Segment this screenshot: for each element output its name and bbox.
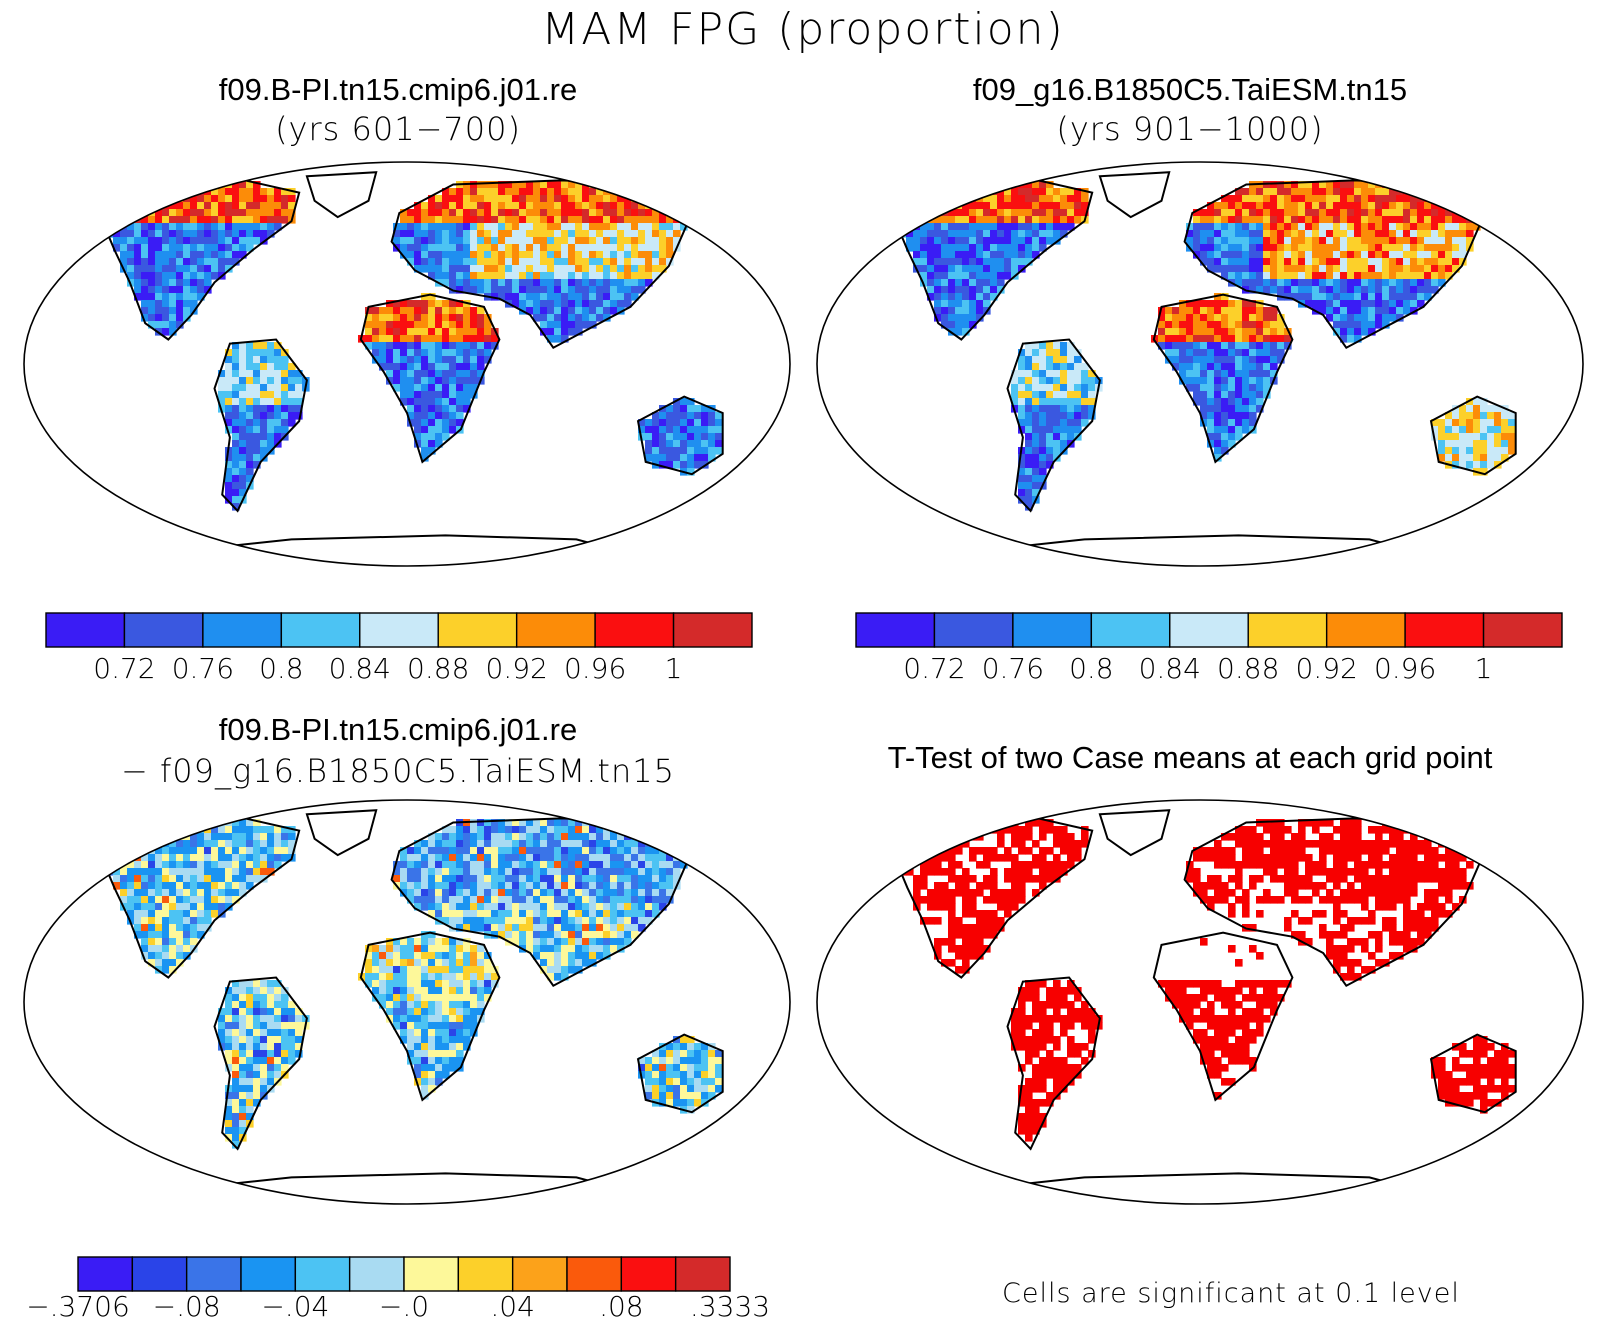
colorbar-tick-label: −.0 [378, 1290, 430, 1323]
colorbar-swatch [185, 1256, 242, 1292]
colorbar-panel-3 [77, 1256, 731, 1292]
map-panel-1 [23, 161, 791, 567]
colorbar-panel-1 [45, 612, 753, 648]
colorbar-swatch [1090, 612, 1171, 648]
significance-note: Cells are significant at 0.1 level [1002, 1278, 1460, 1309]
colorbar-swatch [855, 612, 936, 648]
coastline-africa [1152, 931, 1294, 1102]
colorbar-swatch [674, 1256, 731, 1292]
colorbar-tick-label: −.08 [152, 1290, 221, 1323]
colorbar-swatch [1247, 612, 1328, 648]
map-panel-3 [23, 799, 791, 1205]
colorbar-tick-label: 0.84 [1138, 652, 1201, 685]
colorbar-tick-label: 0.96 [1373, 652, 1437, 685]
colorbar-swatch [515, 612, 596, 648]
colorbar-swatch [294, 1256, 351, 1292]
coastline-south-america [213, 976, 308, 1151]
coastline-south-america [1006, 338, 1101, 513]
colorbar-panel-3-labels: −.3706 −.08 −.04 −.0 .04 .08 .3333 [26, 1290, 770, 1324]
map-border [816, 799, 1584, 1205]
colorbar-swatch [202, 612, 283, 648]
colorbar-swatch [77, 1256, 134, 1292]
coastline-south-america [213, 338, 308, 513]
panel-1-subtitle: (yrs 601−700) [275, 110, 521, 148]
colorbar-swatch [131, 1256, 188, 1292]
map-border [23, 799, 791, 1205]
colorbar-tick-label: 0.96 [563, 652, 627, 685]
colorbar-swatch [594, 612, 675, 648]
colorbar-tick-label: 0.88 [407, 652, 470, 685]
colorbar-swatch [511, 1256, 568, 1292]
colorbar-swatch [933, 612, 1014, 648]
colorbar-tick-label: 0.92 [1295, 652, 1358, 685]
colorbar-tick-label: 0.84 [328, 652, 391, 685]
map-panel-4 [816, 799, 1584, 1205]
colorbar-swatch [1404, 612, 1485, 648]
colorbar-swatch [348, 1256, 405, 1292]
colorbar-tick-label: .08 [599, 1290, 644, 1323]
coastline-greenland [305, 171, 378, 219]
colorbar-swatch [359, 612, 439, 648]
coastline-greenland [1098, 171, 1171, 219]
colorbar-tick-label: 0.76 [171, 652, 235, 685]
coastline-greenland [1098, 809, 1171, 857]
colorbar-tick-label: 0.8 [1069, 652, 1114, 685]
colorbar-swatch [240, 1256, 297, 1292]
colorbar-swatch [437, 612, 518, 648]
colorbar-swatch [1169, 612, 1249, 648]
colorbar-swatch [457, 1256, 514, 1292]
coastline-africa [359, 293, 501, 464]
colorbar-swatch [280, 612, 361, 648]
colorbar-swatch [45, 612, 126, 648]
coastline-australia [1429, 395, 1517, 476]
colorbar-tick-label: 0.8 [259, 652, 304, 685]
colorbar-swatch [1325, 612, 1406, 648]
colorbar-tick-label: −.04 [261, 1290, 330, 1323]
figure-title: MAM FPG (proportion) [541, 4, 1065, 55]
map-border [816, 161, 1584, 567]
colorbar-swatch [403, 1256, 460, 1292]
coastline-australia [636, 395, 724, 476]
colorbar-tick-label: 1 [664, 652, 683, 685]
coastline-greenland [305, 809, 378, 857]
coastline-south-america [1006, 976, 1101, 1151]
panel-3-title: f09.B-PI.tn15.cmip6.j01.re [218, 712, 578, 747]
coastline-australia [636, 1033, 724, 1114]
colorbar-tick-label: 0.72 [903, 652, 966, 685]
colorbar-panel-1-labels: 0.72 0.76 0.8 0.84 0.88 0.92 0.96 1 [46, 652, 752, 686]
colorbar-swatch [123, 612, 204, 648]
colorbar-panel-2 [855, 612, 1563, 648]
map-field [24, 800, 790, 1204]
map-field [817, 800, 1583, 1204]
colorbar-tick-label: −.3706 [26, 1290, 130, 1323]
map-panel-2 [816, 161, 1584, 567]
colorbar-tick-label: 1 [1474, 652, 1493, 685]
colorbar-panel-2-labels: 0.72 0.76 0.8 0.84 0.88 0.92 0.96 1 [856, 652, 1562, 686]
colorbar-tick-label: 0.72 [93, 652, 156, 685]
panel-2-title: f09_g16.B1850C5.TaiESM.tn15 [972, 72, 1408, 107]
panel-1-title: f09.B-PI.tn15.cmip6.j01.re [218, 72, 578, 107]
map-field [24, 162, 790, 566]
colorbar-tick-label: 0.76 [981, 652, 1045, 685]
colorbar-tick-label: 0.92 [485, 652, 548, 685]
colorbar-tick-label: .3333 [689, 1290, 771, 1323]
panel-4-title: T-Test of two Case means at each grid po… [887, 740, 1493, 775]
coastline-africa [1152, 293, 1294, 464]
coastline-africa [359, 931, 501, 1102]
colorbar-swatch [1012, 612, 1093, 648]
colorbar-swatch [1482, 612, 1563, 648]
panel-3-subtitle: − f09_g16.B1850C5.TaiESM.tn15 [121, 752, 675, 790]
coastline-australia [1429, 1033, 1517, 1114]
panel-2-subtitle: (yrs 901−1000) [1056, 110, 1324, 148]
colorbar-swatch [566, 1256, 623, 1292]
colorbar-tick-label: 0.88 [1217, 652, 1280, 685]
map-border [23, 161, 791, 567]
colorbar-tick-label: .04 [490, 1290, 535, 1323]
colorbar-swatch [672, 612, 753, 648]
colorbar-swatch [620, 1256, 677, 1292]
